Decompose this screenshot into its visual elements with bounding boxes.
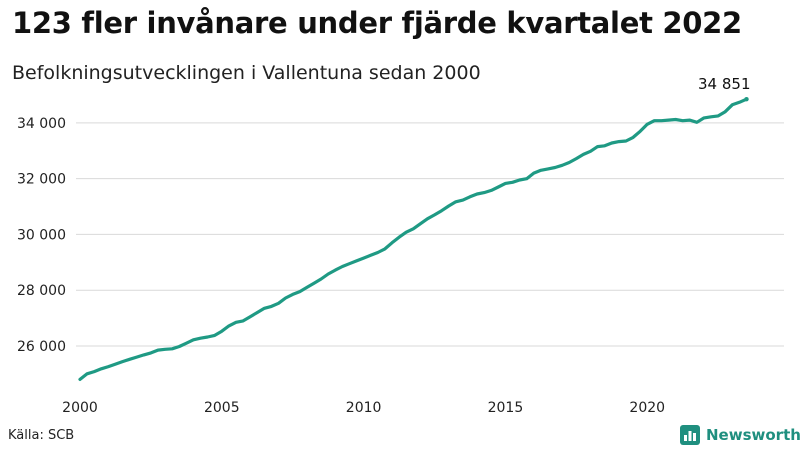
last-value-point bbox=[744, 96, 749, 102]
annotation-layer: 34 851 bbox=[698, 75, 751, 93]
x-tick-label-2015: 2015 bbox=[488, 400, 524, 416]
bar-chart-logo-icon bbox=[680, 425, 700, 445]
chart-subtitle: Befolkningsutvecklingen i Vallentuna sed… bbox=[12, 62, 481, 84]
x-tick-label-2005: 2005 bbox=[204, 400, 240, 416]
x-axis-ticks: 2000 2005 2010 2015 2020 bbox=[62, 400, 665, 416]
series-layer bbox=[78, 96, 749, 381]
x-tick-label-2010: 2010 bbox=[346, 400, 382, 416]
last-value-label: 34 851 bbox=[698, 75, 751, 93]
y-tick-label-30000: 30 000 bbox=[17, 227, 66, 243]
y-tick-label-28000: 28 000 bbox=[17, 283, 66, 299]
y-tick-label-34000: 34 000 bbox=[17, 116, 66, 132]
brand-name: Newsworthy bbox=[706, 426, 800, 444]
brand-logo: Newsworthy bbox=[680, 425, 800, 445]
source-note: Källa: SCB bbox=[8, 428, 75, 443]
y-tick-label-26000: 26 000 bbox=[17, 339, 66, 355]
x-tick-label-2000: 2000 bbox=[62, 400, 98, 416]
y-tick-label-32000: 32 000 bbox=[17, 172, 66, 188]
y-axis-ticks: 26 000 28 000 30 000 32 000 34 000 bbox=[17, 116, 66, 355]
population-series-line bbox=[78, 97, 749, 381]
chart-title: 123 fler invånare under fjärde kvartalet… bbox=[12, 6, 742, 40]
gridlines bbox=[76, 122, 784, 347]
x-tick-label-2020: 2020 bbox=[629, 400, 665, 416]
